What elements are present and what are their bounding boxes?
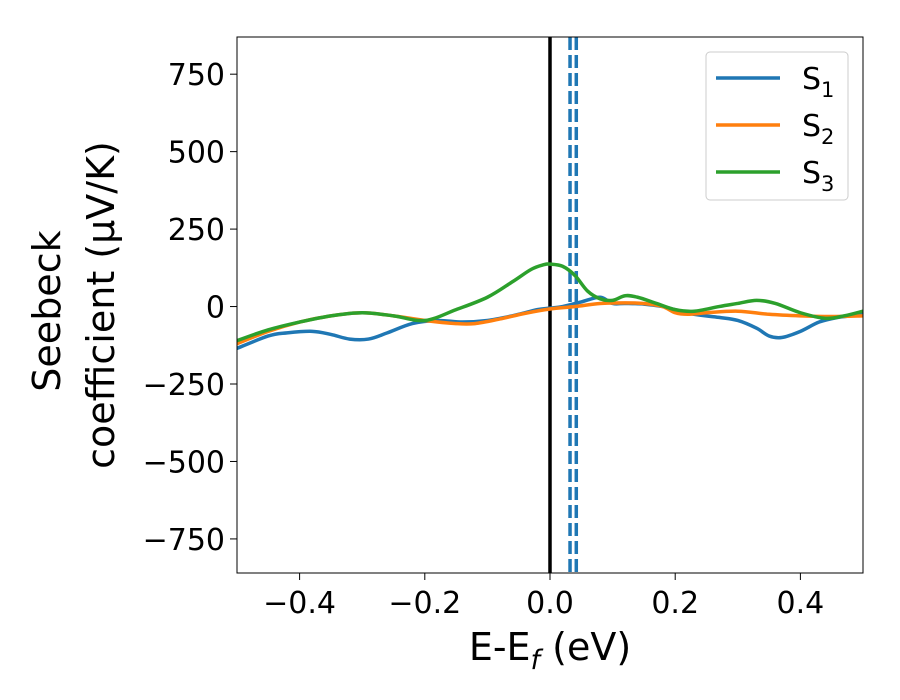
series-line-s3 [237,262,863,343]
y-axis-label: Seebeck coefficient (μV/K) [25,141,123,469]
legend-label: S1 [802,62,834,102]
x-tick-label: 0.4 [777,586,825,621]
x-axis-label: E-Ef (eV) [469,625,631,676]
x-tick-label: −0.4 [263,586,336,621]
y-tick-label: 0 [206,291,225,326]
legend-label: S3 [802,156,834,196]
y-tick-label: 500 [168,136,225,171]
y-tick-label: 250 [168,213,225,248]
series-line-s1 [237,295,863,351]
series-lines [237,262,863,351]
y-tick-label: −750 [143,523,225,558]
y-tick-label: −250 [143,368,225,403]
y-axis-ticks: 750 500 250 0 −250 −500 −750 [143,58,237,558]
x-tick-label: −0.2 [388,586,461,621]
reference-lines [548,37,579,573]
x-axis-ticks: −0.4 −0.2 0.0 0.2 0.4 [263,573,824,621]
legend-label: S2 [802,109,834,149]
y-tick-label: 750 [168,58,225,93]
legend: S1 S2 S3 [705,51,849,201]
x-tick-label: 0.2 [651,586,699,621]
y-tick-label: −500 [143,445,225,480]
x-tick-label: 0.0 [526,586,574,621]
